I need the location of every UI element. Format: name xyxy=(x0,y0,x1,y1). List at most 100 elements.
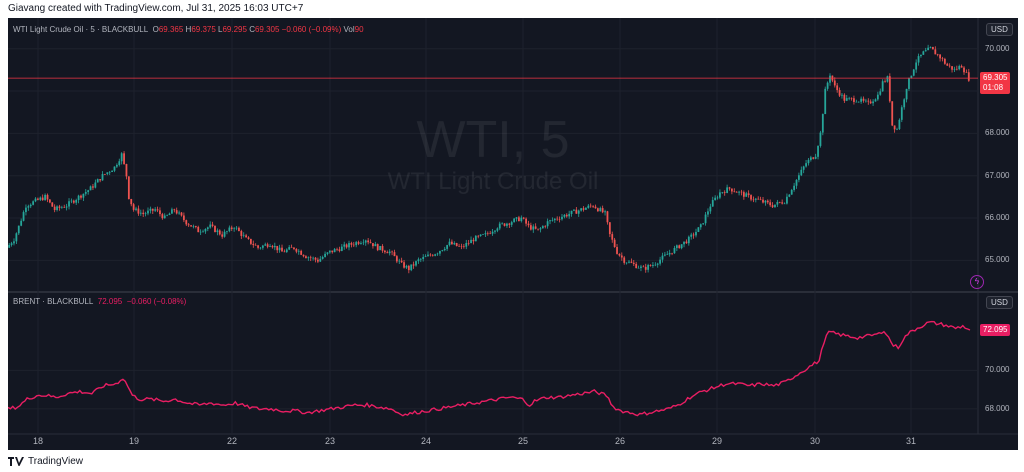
wti-candle-body xyxy=(599,208,602,212)
wti-candle-body xyxy=(680,244,683,249)
wti-candle-body xyxy=(525,218,527,224)
wti-candle-body xyxy=(238,227,240,232)
wti-candle-body xyxy=(137,208,140,214)
brent-currency-button[interactable]: USD xyxy=(986,296,1013,309)
wti-candle-body xyxy=(711,200,714,207)
wti-candle-body xyxy=(336,249,338,250)
wti-candle-body xyxy=(51,202,54,207)
wti-candle-body xyxy=(958,66,961,70)
wti-candle-body xyxy=(278,247,281,251)
wti-candle-body xyxy=(221,234,224,237)
wti-candle-body xyxy=(869,101,872,104)
wti-candle-body xyxy=(269,245,271,247)
wti-candle-body xyxy=(908,78,910,89)
wti-candle-body xyxy=(867,100,870,102)
wti-candle-body xyxy=(719,192,721,198)
wti-candle-body xyxy=(202,231,204,233)
wti-candle-body xyxy=(884,81,886,82)
wti-candle-body xyxy=(319,258,322,262)
wti-candle-body xyxy=(812,157,815,159)
wti-candle-body xyxy=(314,257,317,260)
wti-candle-body xyxy=(400,260,403,263)
wti-candle-body xyxy=(735,191,738,193)
wti-open-label: O xyxy=(152,25,159,34)
wti-candle-body xyxy=(29,204,32,207)
wti-candle-body xyxy=(750,195,752,200)
wti-candle-body xyxy=(197,227,200,233)
y-tick-label: 68.000 xyxy=(985,403,1010,413)
wti-candle-body xyxy=(182,215,185,221)
wti-candle-body xyxy=(565,214,568,217)
wti-candle-body xyxy=(364,240,367,243)
wti-candle-body xyxy=(927,47,930,51)
wti-candle-body xyxy=(161,214,164,219)
wti-candle-body xyxy=(386,252,389,254)
wti-candle-body xyxy=(520,217,523,222)
wti-candle-body xyxy=(451,241,453,245)
wti-candle-body xyxy=(333,249,336,253)
wti-candle-body xyxy=(955,68,958,70)
wti-candle-body xyxy=(690,234,693,237)
wti-candle-body xyxy=(939,54,941,59)
wti-legend[interactable]: WTI Light Crude Oil · 5 · BLACKBULL O69.… xyxy=(13,25,364,34)
wti-candle-body xyxy=(580,208,583,211)
wti-candle-body xyxy=(845,98,848,101)
wti-candle-body xyxy=(714,197,717,201)
wti-candle-body xyxy=(130,198,133,205)
chart-area[interactable]: WTI, 5 WTI Light Crude Oil WTI Light Cru… xyxy=(8,18,1018,450)
wti-currency-button[interactable]: USD xyxy=(986,23,1013,36)
brent-value: 72.095 xyxy=(97,297,123,306)
wti-candle-body xyxy=(154,209,157,211)
wti-candle-body xyxy=(716,197,719,199)
watermark-symbol: WTI, 5 xyxy=(416,111,570,169)
wti-candle-body xyxy=(759,199,762,201)
wti-candle-body xyxy=(407,265,410,271)
wti-candle-body xyxy=(245,235,248,238)
wti-candle-body xyxy=(472,239,475,242)
wti-candle-body xyxy=(518,217,520,222)
wti-candle-body xyxy=(192,226,195,227)
wti-candle-body xyxy=(594,206,597,209)
wti-candle-body xyxy=(637,267,640,269)
wti-candle-body xyxy=(613,239,616,248)
wti-candle-body xyxy=(601,208,604,213)
wti-candle-body xyxy=(477,235,480,237)
wti-candle-body xyxy=(247,237,250,239)
wti-candle-body xyxy=(142,212,145,215)
wti-candle-body xyxy=(781,202,784,204)
alert-lightning-icon[interactable]: ϟ xyxy=(970,275,984,289)
wti-candle-body xyxy=(587,205,590,208)
wti-candle-body xyxy=(316,259,319,262)
wti-candle-body xyxy=(898,119,901,130)
wti-candle-body xyxy=(678,245,681,249)
wti-candle-body xyxy=(570,210,573,214)
wti-candle-body xyxy=(644,266,647,270)
wti-candle-body xyxy=(821,114,824,133)
wti-candle-body xyxy=(486,233,489,234)
wti-candle-body xyxy=(230,227,233,230)
x-tick-label: 29 xyxy=(711,436,723,446)
wti-low: 69.295 xyxy=(222,25,247,34)
wti-candle-body xyxy=(439,251,441,254)
wti-candle-body xyxy=(305,256,307,259)
brent-last-price-label: 72.095 xyxy=(980,324,1011,337)
wti-candle-body xyxy=(458,246,460,247)
wti-candle-body xyxy=(960,66,963,68)
wti-candle-body xyxy=(582,208,585,210)
wti-candle-body xyxy=(300,250,303,255)
wti-candle-body xyxy=(967,72,970,81)
brent-legend[interactable]: BRENT · BLACKBULL 72.095 −0.060 (−0.08%) xyxy=(13,297,186,306)
wti-candle-body xyxy=(893,125,896,130)
wti-candle-body xyxy=(498,223,501,229)
wti-candle-body xyxy=(395,256,398,262)
wti-candle-body xyxy=(809,157,812,160)
wti-candle-body xyxy=(577,210,580,214)
wti-candle-body xyxy=(661,255,664,260)
wti-candle-body xyxy=(793,185,796,190)
wti-candle-body xyxy=(63,207,66,208)
wti-close-label: C xyxy=(249,25,255,34)
wti-candle-body xyxy=(367,240,370,243)
wti-candle-body xyxy=(326,252,329,254)
wti-candle-body xyxy=(427,254,429,257)
wti-candle-body xyxy=(168,213,171,216)
